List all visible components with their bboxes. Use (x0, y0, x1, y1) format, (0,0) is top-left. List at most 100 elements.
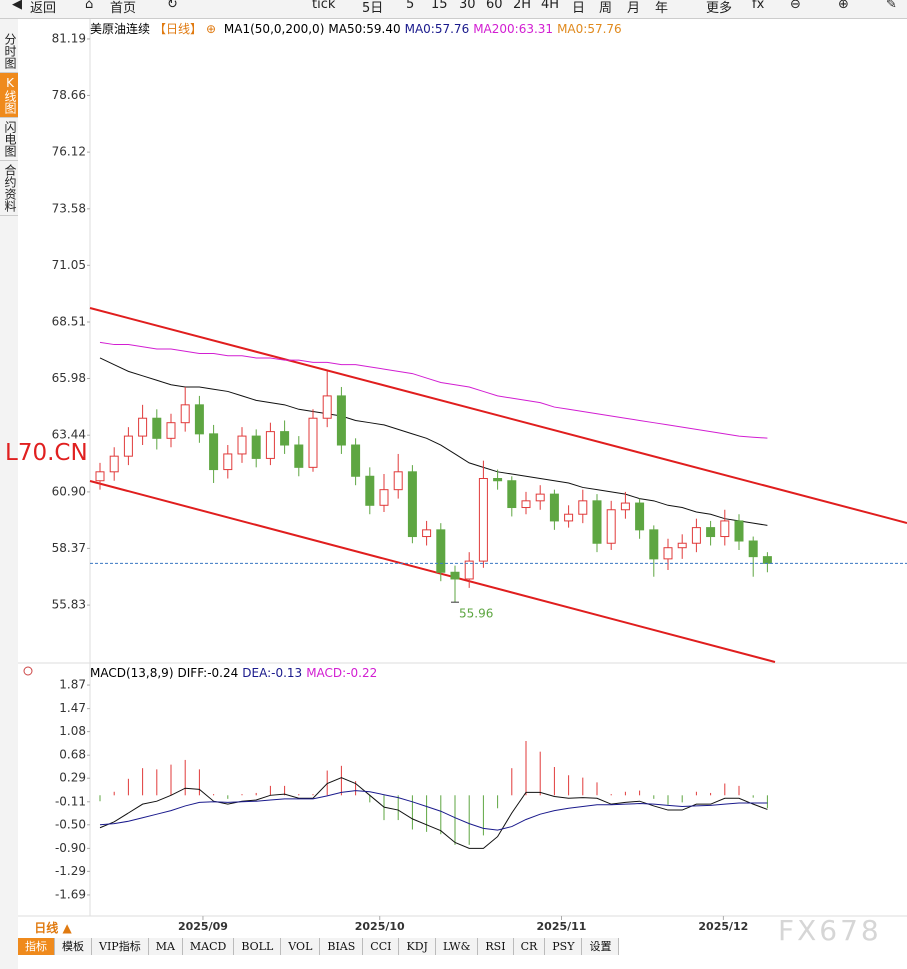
toolbar-item[interactable]: 返回 (30, 1, 57, 16)
toolbar-item[interactable]: 日 (572, 1, 586, 16)
candle-body (379, 489, 389, 506)
toolbar: ◀ ⌂ ↻ fx ⊖ ⊕ ✎ 返回 首页 tick 5日 5 15 30 60 2H 4H 日周月年… (0, 0, 907, 19)
line-series (99, 341, 768, 439)
side-tab[interactable]: 闪电图 (0, 118, 18, 161)
candle-body (393, 471, 403, 491)
icon[interactable]: ✎ (886, 0, 897, 12)
indicator-tab[interactable]: BOLL (234, 938, 282, 955)
y-tick-label: 60.90 (52, 484, 86, 498)
indicator-tab[interactable]: VIP指标 (92, 938, 149, 955)
candle-body (691, 527, 701, 544)
candle-body (223, 453, 233, 471)
x-tick-label: 2025/11 (537, 920, 587, 933)
indicator-tab[interactable]: CR (513, 938, 546, 955)
y-tick-label: 73.58 (52, 201, 86, 215)
y-tick-label: -0.90 (55, 841, 86, 855)
candle-body (436, 529, 446, 573)
candle-body (493, 478, 503, 482)
line-series (99, 357, 768, 526)
indicator-tab[interactable]: BIAS (320, 938, 364, 955)
candle-body (308, 417, 318, 468)
chart-title: 美原油连续 (90, 22, 151, 36)
icon[interactable]: fx (752, 0, 765, 12)
y-tick-label: 55.83 (52, 598, 86, 612)
x-tick-label: 2025/10 (355, 920, 405, 933)
candle-body (209, 433, 219, 471)
indicator-tab[interactable]: 指标 (18, 938, 55, 955)
candle-body (407, 471, 417, 538)
toolbar-item[interactable]: 60 (486, 0, 503, 12)
toolbar-item[interactable]: 首页 (110, 1, 137, 16)
candle-body (109, 455, 119, 473)
y-tick-label: 68.51 (52, 315, 86, 329)
icon[interactable]: ⊕ (838, 0, 849, 12)
toolbar-item[interactable]: 更多 (706, 1, 733, 16)
toolbar-item[interactable]: 2H (513, 0, 532, 12)
toolbar-item[interactable]: 周 (599, 1, 613, 16)
indicator-tab[interactable]: RSI (478, 938, 514, 955)
legend-item: MA50:59.40 (328, 22, 401, 36)
bottom-tabs: 指标 模板 VIP指标 MA MACD BOLL VOL BIAS CCI KDJ LW& RSI CR… (18, 938, 620, 955)
candle-body (720, 520, 730, 538)
icon: ⌂ (85, 0, 94, 12)
settings-icon[interactable] (23, 666, 33, 676)
candle-body (237, 435, 247, 455)
candle-body (464, 560, 474, 580)
candle-body (620, 502, 630, 511)
candle-body (294, 444, 304, 468)
indicator-tab[interactable]: KDJ (399, 938, 436, 955)
channel-upper (89, 307, 907, 524)
candle-body (535, 493, 545, 502)
candle-body (592, 500, 602, 544)
y-tick-label: 78.66 (52, 88, 86, 102)
toolbar-item[interactable]: 5日 (362, 1, 384, 16)
icon[interactable]: ⊖ (790, 0, 801, 12)
legend-item: DEA:-0.13 (242, 666, 303, 680)
toolbar-item[interactable]: tick (312, 0, 336, 12)
candle-body (450, 571, 460, 580)
legend-item: MACD(13,8,9) (90, 666, 174, 680)
candle-body (251, 435, 261, 459)
side-tab[interactable]: 分时图 (0, 30, 18, 73)
legend-item: DIFF:-0.24 (177, 666, 239, 680)
y-tick-label: -0.50 (55, 817, 86, 831)
line-series (99, 790, 768, 831)
toolbar-item[interactable]: 4H (541, 0, 560, 12)
icon[interactable]: ↻ (167, 0, 178, 12)
candle-body (180, 404, 190, 424)
toolbar-item[interactable]: 月 (627, 1, 641, 16)
candle-body (564, 513, 574, 522)
toolbar-item[interactable]: 5 (406, 0, 415, 12)
y-tick-label: -1.29 (55, 864, 86, 878)
toolbar-item[interactable]: 30 (459, 0, 476, 12)
legend-item: MA1(50,0,200,0) (223, 22, 325, 36)
side-tab[interactable]: K线图 (0, 73, 18, 118)
candle-body (677, 542, 687, 549)
y-tick-label: 71.05 (52, 258, 86, 272)
side-tabs: 分时图 K线图 闪电图 合约资料 (0, 30, 18, 216)
line-series (99, 777, 768, 849)
indicator-tab[interactable]: MA (148, 938, 183, 955)
period-tab[interactable]: 日线 ▲ (18, 920, 88, 937)
candle-body (280, 431, 290, 446)
indicator-tab[interactable]: 设置 (582, 938, 620, 955)
indicator-tab[interactable]: CCI (363, 938, 400, 955)
candle-body (663, 547, 673, 560)
indicator-tab[interactable]: 模板 (55, 938, 92, 955)
candle-body (365, 475, 375, 506)
indicator-tab[interactable]: PSY (545, 938, 583, 955)
candle-body (549, 493, 559, 522)
y-tick-label: 0.29 (59, 771, 86, 785)
candle-body (606, 509, 616, 544)
toolbar-item[interactable]: 年 (655, 1, 669, 16)
indicator-tab[interactable]: MACD (182, 938, 235, 955)
indicator-tab[interactable]: VOL (281, 938, 321, 955)
side-tab[interactable]: 合约资料 (0, 161, 18, 216)
icon[interactable]: ⊕ (206, 22, 217, 36)
indicator-tab[interactable]: LW& (435, 938, 479, 955)
toolbar-item[interactable]: 15 (431, 0, 448, 12)
candle-body (336, 395, 346, 446)
candle-body (152, 417, 162, 439)
macd-legend: MACD(13,8,9) DIFF:-0.24 DEA:-0.13 MACD:-0.2… (90, 666, 381, 680)
side-bg (0, 18, 18, 969)
